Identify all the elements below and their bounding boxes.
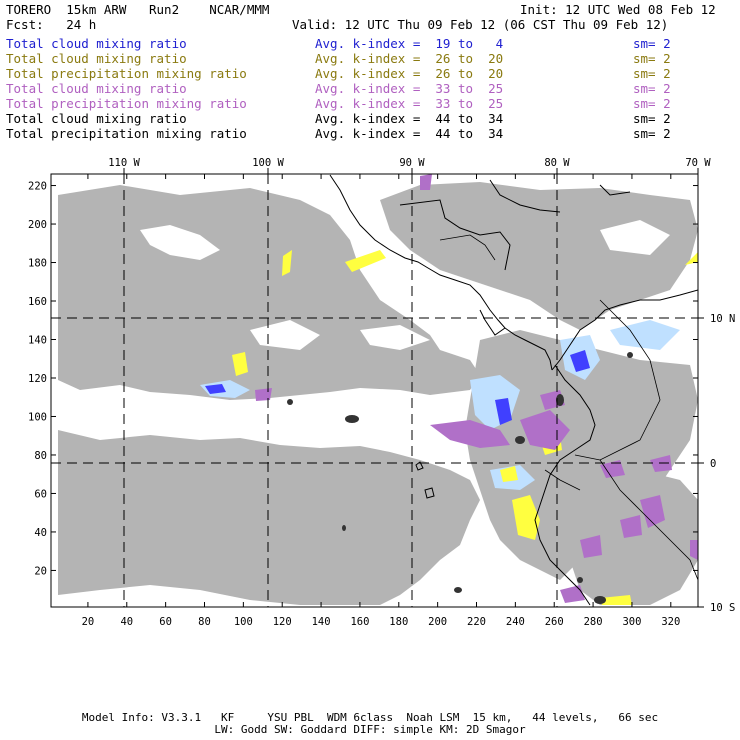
x-tick-label: 20 (82, 616, 95, 628)
legend-smoothing: sm= 2 (633, 111, 671, 126)
y-tick-label: 100 (28, 411, 47, 423)
legend-smoothing: sm= 2 (633, 81, 671, 96)
latitude-label: 10 N (710, 313, 735, 325)
x-tick-label: 180 (389, 616, 408, 628)
legend-row: Total cloud mixing ratio Avg. k-index = 3… (6, 81, 731, 96)
y-tick-label: 200 (28, 219, 47, 231)
legend-k-index: Avg. k-index = 19 to 4 (315, 36, 504, 51)
x-tick-label: 120 (273, 616, 292, 628)
longitude-label: 70 W (685, 157, 711, 169)
x-tick-label: 160 (350, 616, 369, 628)
legend-smoothing: sm= 2 (633, 126, 671, 141)
longitude-label: 100 W (252, 157, 284, 169)
legend-row: Total cloud mixing ratio Avg. k-index = 4… (6, 111, 731, 126)
y-tick-label: 220 (28, 181, 47, 193)
legend-field: Total cloud mixing ratio (6, 111, 187, 126)
model-physics: LW: Godd SW: Goddard DIFF: simple KM: 2D… (214, 723, 526, 736)
legend-k-index: Avg. k-index = 33 to 25 (315, 96, 504, 111)
legend-field: Total precipitation mixing ratio (6, 96, 247, 111)
legend-smoothing: sm= 2 (633, 51, 671, 66)
x-tick-label: 60 (159, 616, 172, 628)
legend-row: Total cloud mixing ratio Avg. k-index = 1… (6, 36, 731, 51)
y-tick-label: 40 (34, 527, 47, 539)
cloud-field-gray (58, 182, 698, 605)
x-tick-label: 220 (467, 616, 486, 628)
country-borders (439, 234, 698, 581)
legend-field: Total precipitation mixing ratio (6, 66, 247, 81)
model-title: TORERO 15km ARW Run2 NCAR/MMM (6, 2, 270, 17)
legend-row: Total precipitation mixing ratio Avg. k-i… (6, 96, 731, 111)
model-info: Model Info: V3.3.1 KF YSU PBL WDM 6class… (81, 711, 659, 724)
init-time: Init: 12 UTC Wed 08 Feb 12 (520, 2, 716, 17)
x-tick-label: 260 (545, 616, 564, 628)
x-tick-label: 80 (198, 616, 211, 628)
legend-row: Total cloud mixing ratio Avg. k-index = 2… (6, 51, 731, 66)
y-tick-label: 60 (34, 488, 47, 500)
latitude-label: 10 S (710, 602, 735, 614)
valid-time: Valid: 12 UTC Thu 09 Feb 12 (06 CST Thu … (292, 17, 669, 32)
x-tick-label: 40 (120, 616, 133, 628)
legend-k-index: Avg. k-index = 26 to 20 (315, 51, 504, 66)
legend-smoothing: sm= 2 (633, 36, 671, 51)
legend-row: Total precipitation mixing ratio Avg. k-i… (6, 126, 731, 141)
longitude-label: 110 W (108, 157, 140, 169)
legend-smoothing: sm= 2 (633, 66, 671, 81)
longitude-label: 80 W (544, 157, 570, 169)
y-tick-label: 80 (34, 450, 47, 462)
x-tick-label: 140 (312, 616, 331, 628)
cloud-field-black (287, 352, 633, 604)
forecast-hour: Fcst: 24 h (6, 17, 97, 32)
legend-smoothing: sm= 2 (633, 96, 671, 111)
x-tick-label: 200 (428, 616, 447, 628)
y-tick-label: 180 (28, 258, 47, 270)
y-tick-label: 120 (28, 373, 47, 385)
y-tick-label: 20 (34, 565, 47, 577)
x-tick-label: 100 (234, 616, 253, 628)
x-tick-label: 320 (661, 616, 680, 628)
legend-k-index: Avg. k-index = 33 to 25 (315, 81, 504, 96)
latitude-label: 0 (710, 458, 716, 470)
legend-field: Total cloud mixing ratio (6, 36, 187, 51)
axes: 20 40 60 80 100 120 140 160 180 200 220 240 260 280 30… (28, 157, 735, 628)
map-frame (50, 173, 699, 608)
latlon-grid (51, 174, 698, 607)
legend-k-index: Avg. k-index = 44 to 34 (315, 111, 504, 126)
coastlines (329, 174, 698, 606)
x-tick-label: 240 (506, 616, 525, 628)
y-tick-label: 160 (28, 296, 47, 308)
x-tick-label: 280 (584, 616, 603, 628)
y-tick-label: 140 (28, 335, 47, 347)
legend-k-index: Avg. k-index = 44 to 34 (315, 126, 504, 141)
legend-field: Total cloud mixing ratio (6, 51, 187, 66)
longitude-label: 90 W (399, 157, 425, 169)
legend-field: Total cloud mixing ratio (6, 81, 187, 96)
x-tick-label: 300 (622, 616, 641, 628)
legend-field: Total precipitation mixing ratio (6, 126, 247, 141)
legend-row: Total precipitation mixing ratio Avg. k-i… (6, 66, 731, 81)
legend-k-index: Avg. k-index = 26 to 20 (315, 66, 504, 81)
